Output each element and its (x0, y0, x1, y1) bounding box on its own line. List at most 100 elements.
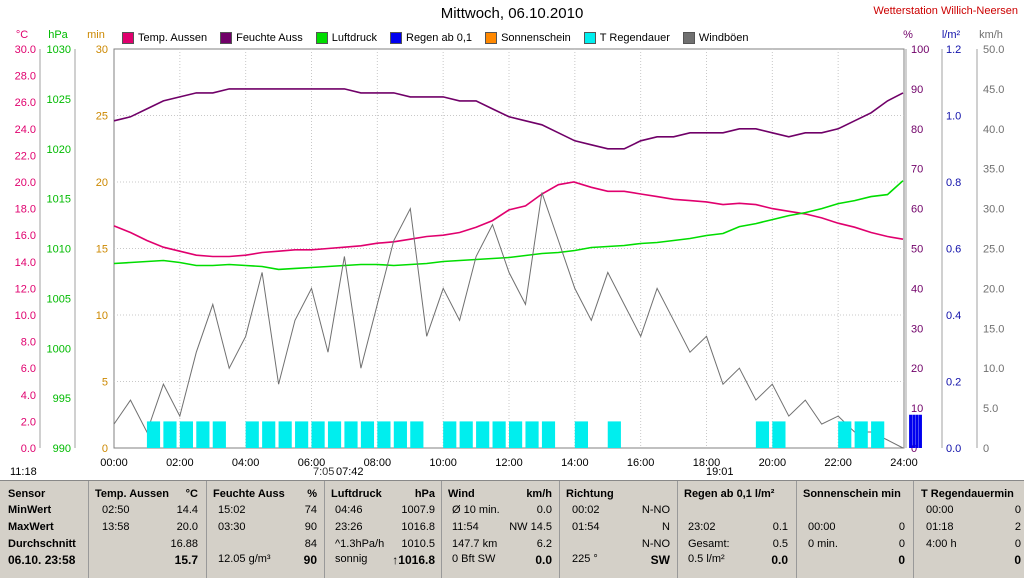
weather-chart: 00:00 02:00 04:00 06:00 08:00 10:00 12:00 14:00… (15, 29, 1005, 469)
press-tick-label: 990 (53, 443, 71, 455)
rain-sub: 0.5 l/m² (688, 553, 725, 565)
regendauer-bar (755, 421, 770, 448)
sun-tick-label: 10 (96, 310, 108, 322)
temp-sub: 13:58 (102, 521, 130, 533)
sun-sub: 0 min. (808, 538, 838, 550)
legend-label: Windböen (698, 32, 749, 44)
header-label: Wind (448, 488, 475, 500)
rain-tick-label: 1.2 (946, 44, 961, 56)
legend-label: Luftdruck (331, 32, 377, 44)
wind-tick-label: 30.0 (983, 204, 1004, 216)
regendauer-bar (360, 421, 375, 448)
regendauer-bar (772, 421, 786, 448)
wind-sub: 147.7 km (452, 538, 498, 550)
legend-item-5: T Regendauer (583, 32, 670, 44)
press-sub: sonnig (335, 553, 368, 565)
temp-tick-label: 12.0 (15, 283, 36, 295)
temp-tick-label: 6.0 (21, 363, 36, 375)
wind-sub: Ø 10 min. (452, 504, 500, 516)
temp-value: 14.4 (176, 504, 198, 516)
wind-tick-label: 50.0 (983, 44, 1004, 56)
hum-value: 74 (304, 504, 317, 516)
regendauer-bar (509, 421, 523, 448)
regendauer-bar (459, 421, 473, 448)
temp-tick-label: 26.0 (15, 97, 36, 109)
regendauer-bar (377, 421, 391, 448)
station-name: Wetterstation Willich-Neersen (873, 5, 1018, 17)
hum-tick-label: 30 (911, 323, 923, 335)
regendauer-bar (163, 421, 177, 448)
hum-tick-label: 100 (911, 44, 929, 56)
legend-label: T Regendauer (599, 32, 670, 44)
legend-swatch (220, 32, 233, 44)
header-sensor: Sensor (8, 488, 46, 500)
legend-item-3: Regen ab 0,1 (390, 32, 472, 44)
legend-item-6: Windböen (682, 32, 749, 44)
legend-swatch (682, 32, 695, 44)
header-richtung: Richtung (566, 488, 614, 500)
wind-value: 0.0 (535, 553, 552, 567)
press-tick-label: 1000 (47, 343, 71, 355)
header-unit: °C (185, 488, 198, 500)
legend-label: Regen ab 0,1 (406, 32, 473, 44)
sunset-time: 19:01 (706, 466, 734, 478)
x-tick-label: 00:00 (100, 457, 128, 469)
unit-rain: l/m² (942, 29, 961, 41)
wind-tick-label: 40.0 (983, 124, 1004, 136)
temp-tick-label: 2.0 (21, 416, 36, 428)
hum-tick-label: 0 (911, 443, 917, 455)
rain-bar (909, 414, 913, 448)
rain-tick-label: 1.0 (946, 111, 961, 123)
regendauer-bar (245, 421, 259, 448)
footer-time: 11:18 (10, 466, 37, 478)
sun-tick-label: 20 (96, 177, 108, 189)
temp-tick-label: 16.0 (15, 230, 36, 242)
sun-tick-label: 0 (102, 443, 108, 455)
regdauer-value: 0 (1014, 538, 1021, 550)
rain-bar (915, 414, 919, 448)
legend-item-0: Temp. Aussen (122, 32, 207, 44)
legend-swatch (122, 32, 134, 44)
press-value: 1016.8 (401, 521, 435, 533)
sun-tick-label: 5 (102, 377, 108, 389)
sun-value: 0 (898, 538, 905, 550)
press-value: 1010.5 (401, 538, 435, 550)
temp-value: 16.88 (170, 538, 198, 550)
col-separator (206, 481, 207, 578)
x-tick-label: 14:00 (561, 457, 589, 469)
x-tick-label: 16:00 (627, 457, 655, 469)
unit-sun: min (87, 29, 105, 41)
sun-value: 0 (898, 553, 905, 567)
legend-item-2: Luftdruck (315, 32, 377, 44)
hum-sub: 15:02 (218, 504, 246, 516)
regendauer-bar (607, 421, 621, 448)
dir-value: N (662, 521, 670, 533)
regdauer-sub: 00:00 (926, 504, 954, 516)
regendauer-bar (492, 421, 506, 448)
rain-sub: Gesamt: (688, 538, 730, 550)
regdauer-sub: 01:18 (926, 521, 954, 533)
temp-tick-label: 0.0 (21, 443, 36, 455)
col-separator (559, 481, 560, 578)
col-separator (324, 481, 325, 578)
chart-title: Mittwoch, 06.10.2010 (440, 5, 584, 22)
regdauer-sub: 4:00 h (926, 538, 957, 550)
press-value: ↑1016.8 (392, 553, 435, 567)
dir-value: SW (650, 553, 670, 567)
hum-tick-label: 80 (911, 124, 923, 136)
header-unit: km/h (526, 488, 552, 500)
press-tick-label: 1010 (47, 244, 71, 256)
header-regdauer: T Regendauermin (921, 488, 1014, 500)
row-label: MinWert (8, 504, 52, 516)
series-feuchte-auss (113, 88, 904, 150)
dir-sub: 01:54 (572, 521, 600, 533)
legend-swatch (583, 32, 596, 44)
rain-value: 0.1 (772, 521, 788, 533)
series-windb-en (113, 192, 904, 449)
temp-tick-label: 8.0 (21, 337, 36, 349)
regendauer-bar (327, 421, 342, 448)
wind-tick-label: 0 (983, 443, 989, 455)
series-temp-aussen (113, 181, 904, 258)
press-value: 1007.9 (401, 504, 435, 516)
wind-tick-label: 45.0 (983, 84, 1004, 96)
